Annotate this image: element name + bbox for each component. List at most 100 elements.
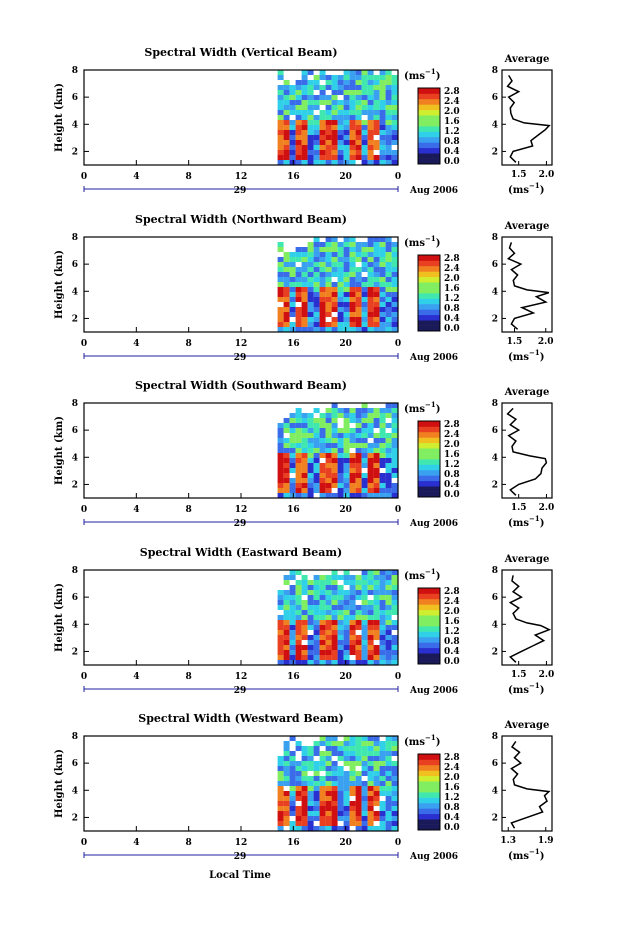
heatmap-cell [331, 801, 338, 806]
average-x-tick-label: 1.9 [538, 836, 554, 846]
colorbar-band [418, 293, 440, 299]
heatmap-cell [277, 433, 284, 438]
heatmap-cell [361, 428, 368, 433]
heatmap-cell [337, 625, 344, 630]
heatmap-cell [325, 463, 332, 468]
x-tick-label: 0 [81, 838, 87, 848]
heatmap-cell [373, 140, 380, 145]
heatmap-cell [385, 155, 392, 160]
average-unit: (ms−1) [508, 181, 544, 196]
heatmap-cell [313, 140, 320, 145]
heatmap-cell [373, 413, 380, 418]
heatmap-cell [379, 438, 386, 443]
heatmap-cell [289, 625, 296, 630]
heatmap-cell [373, 105, 380, 110]
heatmap-cell [295, 115, 302, 120]
heatmap-cell [391, 625, 398, 630]
heatmap-cell [301, 615, 308, 620]
heatmap-cell [391, 468, 398, 473]
heatmap-cell [379, 630, 386, 635]
panel-3: Spectral Width (Southward Beam)2468Heigh… [54, 379, 554, 529]
heatmap-cell [283, 453, 290, 458]
heatmap-cell [355, 801, 362, 806]
heatmap-cell [367, 821, 374, 826]
heatmap-cell [343, 135, 350, 140]
heatmap-cell [391, 130, 398, 135]
heatmap-cell [379, 262, 386, 267]
heatmap-cell [379, 297, 386, 302]
heatmap-cell [301, 155, 308, 160]
heatmap-cell [331, 483, 338, 488]
y-axis-label: Height (km) [54, 83, 65, 152]
heatmap-cell [361, 635, 368, 640]
heatmap-cell [343, 468, 350, 473]
heatmap-cell [301, 746, 308, 751]
heatmap-cell [373, 317, 380, 322]
x-tick-label: 0 [81, 505, 87, 515]
heatmap-cell [379, 317, 386, 322]
heatmap-cell [379, 428, 386, 433]
heatmap-cell [385, 625, 392, 630]
heatmap-cell [277, 453, 284, 458]
heatmap-cell [367, 237, 374, 242]
heatmap-cell [289, 751, 296, 756]
colorbar-band [418, 255, 440, 261]
heatmap-cell [355, 433, 362, 438]
heatmap-cell [349, 322, 356, 327]
heatmap-cell [349, 292, 356, 297]
heatmap-cell [373, 635, 380, 640]
heatmap-cell [349, 428, 356, 433]
heatmap-cell [283, 120, 290, 125]
heatmap-cell [379, 605, 386, 610]
heatmap-cell [307, 821, 314, 826]
heatmap-cell [277, 110, 284, 115]
panel-title: Spectral Width (Southward Beam) [135, 379, 347, 392]
heatmap-cell [373, 786, 380, 791]
heatmap-cell [385, 610, 392, 615]
heatmap-cell [355, 408, 362, 413]
heatmap-cell [289, 801, 296, 806]
heatmap-cell [289, 796, 296, 801]
x-tick-label: 4 [133, 172, 139, 182]
heatmap-cell [307, 80, 314, 85]
heatmap-cell [337, 277, 344, 282]
heatmap-cell [325, 287, 332, 292]
heatmap-cell [295, 438, 302, 443]
heatmap-cell [349, 600, 356, 605]
heatmap-cell [295, 267, 302, 272]
heatmap-cell [301, 655, 308, 660]
heatmap-cell [301, 645, 308, 650]
heatmap-cell [373, 620, 380, 625]
heatmap-cell [349, 282, 356, 287]
heatmap-cell [277, 781, 284, 786]
average-x-tick-label: 2.0 [539, 670, 555, 680]
heatmap-cell [391, 746, 398, 751]
heatmap-cell [337, 428, 344, 433]
heatmap-cell [331, 595, 338, 600]
date-label: Aug 2006 [409, 852, 458, 862]
heatmap-cell [319, 640, 326, 645]
heatmap-cell [379, 423, 386, 428]
heatmap-cell [391, 660, 398, 665]
heatmap-cell [361, 741, 368, 746]
average-x-tick-label: 1.5 [511, 503, 527, 513]
colorbar-tick-label: 2.8 [444, 587, 460, 597]
heatmap-cell [301, 105, 308, 110]
colorbar-tick-label: 2.0 [444, 274, 460, 284]
heatmap-cell [367, 796, 374, 801]
heatmap-cell [283, 575, 290, 580]
heatmap-cell [385, 322, 392, 327]
heatmap-cell [361, 135, 368, 140]
heatmap-cell [295, 655, 302, 660]
heatmap-cell [355, 423, 362, 428]
heatmap-cell [337, 615, 344, 620]
colorbar-frame [417, 87, 441, 165]
heatmap-cell [319, 580, 326, 585]
heatmap-cell [337, 590, 344, 595]
x-tick-label: 16 [287, 838, 300, 848]
heatmap-cell [337, 610, 344, 615]
heatmap-cell [361, 575, 368, 580]
heatmap-cell [385, 766, 392, 771]
heatmap-cell [373, 771, 380, 776]
heatmap-cell [337, 297, 344, 302]
